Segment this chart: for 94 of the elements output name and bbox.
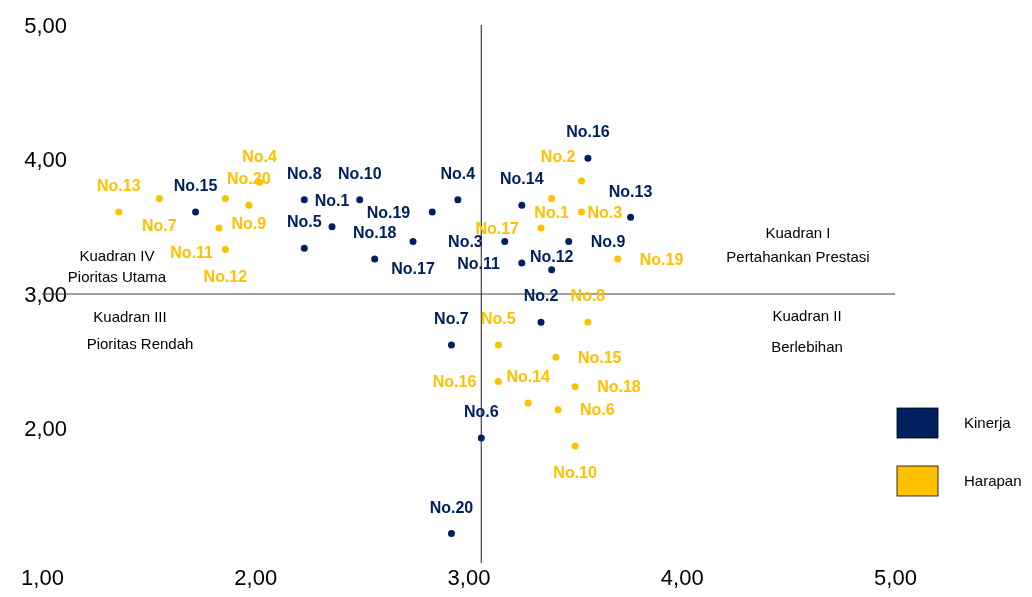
x-tick-label: 5,00	[874, 564, 917, 590]
data-label: No.11	[170, 244, 214, 262]
point	[578, 208, 586, 216]
annotation: Pertahankan Prestasi	[726, 248, 870, 265]
data-label: No.8	[570, 287, 606, 305]
data-label: No.18	[597, 378, 641, 396]
data-label: No.2	[523, 287, 559, 305]
point	[548, 266, 556, 274]
point	[221, 246, 229, 254]
point	[409, 238, 417, 246]
data-label: No.10	[553, 463, 598, 481]
annotation: Kuadran II	[772, 307, 842, 324]
point	[571, 383, 579, 391]
data-label: No.7	[141, 216, 177, 234]
point	[115, 208, 123, 216]
y-tick-label: 2,00	[24, 416, 67, 442]
point	[584, 318, 592, 326]
data-label: No.7	[434, 310, 469, 328]
point	[518, 201, 526, 209]
point	[565, 238, 573, 246]
data-label: No.14	[500, 170, 544, 188]
point	[356, 196, 364, 204]
data-label: No.15	[577, 348, 622, 366]
annotation: Pioritas Utama	[67, 268, 167, 285]
data-label: No.1	[534, 203, 570, 221]
point	[300, 244, 308, 252]
point	[614, 255, 622, 263]
data-label: No.9	[590, 233, 626, 251]
point	[554, 406, 562, 414]
point	[548, 195, 556, 203]
data-label: No.14	[506, 368, 551, 386]
point	[447, 341, 455, 349]
data-label: No.1	[314, 191, 350, 209]
x-tick-label: 3,00	[447, 564, 491, 590]
data-label: No.4	[440, 165, 476, 183]
point	[328, 223, 336, 231]
legend-label: Kinerja	[964, 414, 1012, 431]
annotation: Kuadran I	[765, 224, 831, 241]
data-label: No.5	[286, 213, 322, 231]
point	[371, 255, 379, 263]
point	[571, 442, 579, 450]
data-label: No.20	[429, 498, 474, 516]
point	[477, 434, 485, 442]
point	[627, 213, 635, 221]
annotation: Kuadran IV	[79, 247, 155, 264]
x-tick-label: 1,00	[21, 564, 64, 590]
data-label: No.20	[227, 170, 271, 188]
data-label: No.12	[203, 267, 248, 285]
point	[494, 377, 502, 385]
point	[537, 224, 545, 232]
point	[501, 238, 509, 246]
x-tick-label: 4,00	[660, 564, 704, 590]
data-label: No.4	[242, 147, 277, 165]
data-label: No.10	[337, 165, 382, 183]
data-label: No.16	[432, 373, 477, 391]
point	[524, 399, 532, 407]
data-label: No.3	[587, 203, 623, 221]
point	[192, 208, 200, 216]
point	[447, 529, 455, 537]
point	[518, 259, 526, 267]
data-label: No.16	[566, 123, 610, 141]
annotation: Berlebihan	[771, 338, 843, 355]
data-label: No.12	[529, 247, 574, 265]
x-tick-label: 2,00	[234, 564, 278, 590]
point	[245, 201, 253, 209]
data-label: No.13	[608, 182, 653, 200]
point	[552, 353, 560, 361]
point	[537, 318, 545, 326]
point	[215, 224, 223, 232]
data-label: No.13	[96, 177, 141, 195]
data-label: No.2	[540, 147, 576, 165]
data-label: No.19	[639, 250, 684, 268]
data-label: No.15	[173, 177, 218, 195]
point	[300, 196, 308, 204]
y-tick-label: 4,00	[24, 147, 67, 173]
y-tick-label: 3,00	[24, 281, 67, 307]
annotation: Kuadran III	[93, 308, 167, 325]
data-label: No.6	[580, 401, 615, 419]
data-label: No.19	[366, 203, 411, 221]
data-label: No.18	[352, 224, 397, 242]
data-label: No.17	[391, 259, 435, 277]
annotation: Pioritas Rendah	[86, 335, 194, 352]
data-label: No.5	[481, 310, 516, 328]
point	[578, 177, 586, 185]
point	[454, 196, 462, 204]
point	[428, 208, 436, 216]
point	[494, 341, 502, 349]
y-tick-label: 5,00	[24, 12, 67, 38]
point	[221, 195, 229, 203]
point	[155, 195, 163, 203]
data-label: No.8	[286, 165, 322, 183]
legend-label: Harapan	[964, 472, 1022, 489]
point	[584, 154, 592, 162]
data-label: No.9	[231, 214, 267, 232]
